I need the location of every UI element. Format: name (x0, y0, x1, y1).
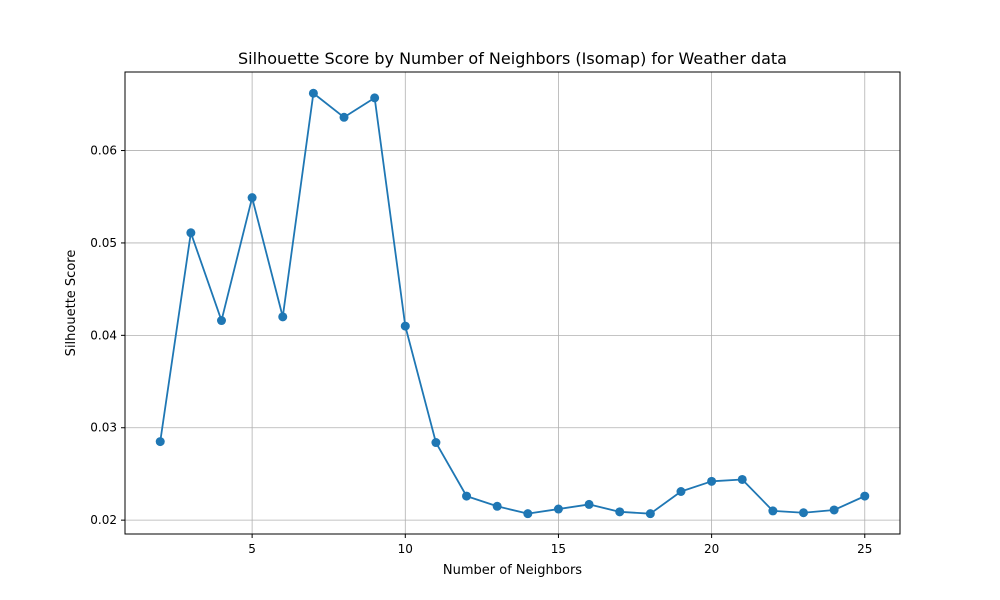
data-point-layer (155, 88, 870, 519)
data-point (186, 228, 196, 238)
data-point (370, 93, 380, 103)
data-point (615, 507, 625, 517)
data-point (707, 476, 717, 486)
data-point (278, 312, 288, 322)
chart-title: Silhouette Score by Number of Neighbors … (238, 49, 787, 68)
series-line-layer (159, 92, 866, 515)
y-tick-label: 0.03 (90, 421, 117, 435)
x-tick-label: 20 (704, 542, 719, 556)
data-point (676, 486, 686, 496)
data-point (799, 508, 809, 518)
data-point (216, 316, 226, 326)
x-tick-label: 5 (248, 542, 256, 556)
data-point (645, 509, 655, 519)
y-tick-label: 0.02 (90, 513, 117, 527)
plot-frame (124, 71, 901, 535)
data-point (492, 501, 502, 511)
data-point (829, 505, 839, 515)
data-point (553, 504, 563, 514)
x-tick-label: 15 (551, 542, 566, 556)
data-point (523, 509, 533, 519)
data-point (462, 491, 472, 501)
y-axis: 0.02 0.03 0.04 0.05 0.06 (90, 144, 125, 527)
data-point (768, 506, 778, 516)
y-tick-label: 0.06 (90, 144, 117, 158)
grid-lines (125, 72, 900, 534)
series-line (159, 92, 866, 515)
data-point (400, 321, 410, 331)
data-point (584, 499, 594, 509)
x-axis-label: Number of Neighbors (443, 563, 582, 578)
y-tick-label: 0.04 (90, 328, 117, 342)
data-point (860, 491, 870, 501)
data-point (308, 88, 318, 98)
x-tick-label: 25 (857, 542, 872, 556)
y-axis-label: Silhouette Score (64, 250, 79, 357)
x-axis: 5 10 15 20 25 (248, 534, 872, 556)
data-point (155, 437, 165, 447)
data-point (737, 474, 747, 484)
x-tick-label: 10 (398, 542, 413, 556)
data-point (247, 193, 257, 203)
y-tick-label: 0.05 (90, 236, 117, 250)
data-point (339, 112, 349, 122)
data-point (431, 438, 441, 448)
